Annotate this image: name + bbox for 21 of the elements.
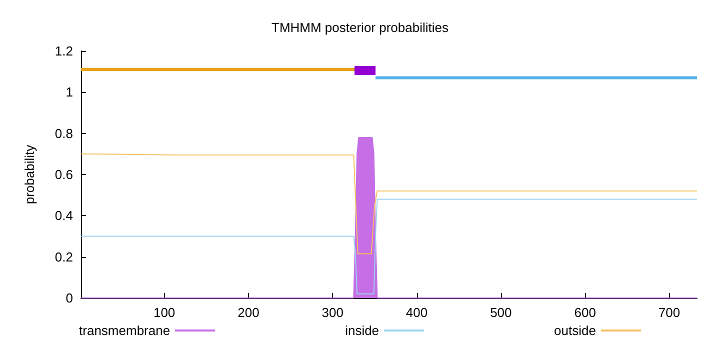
y-tick-label: 0.4 xyxy=(54,208,73,224)
x-tick-label: 200 xyxy=(238,305,260,320)
legend-label: inside xyxy=(345,323,380,338)
y-tick-label: 0.2 xyxy=(54,249,73,264)
x-tick-label: 300 xyxy=(322,305,344,320)
legend-label: transmembrane xyxy=(79,323,170,338)
legend-label: outside xyxy=(554,323,596,338)
line-series xyxy=(80,198,698,294)
y-tick-label: 0 xyxy=(66,290,73,306)
x-tick-label: 600 xyxy=(574,305,596,320)
x-tick-label: 500 xyxy=(490,305,512,320)
y-axis-title: probability xyxy=(22,144,37,204)
y-tick-label: 1 xyxy=(66,84,73,100)
y-tick-label: 0.6 xyxy=(54,167,73,182)
x-tick-label: 700 xyxy=(658,305,680,320)
line-series xyxy=(80,153,698,254)
chart-title: TMHMM posterior probabilities xyxy=(272,20,449,35)
x-tick-label: 400 xyxy=(406,305,428,320)
y-tick-label: 0.8 xyxy=(54,126,73,141)
y-tick-label: 1.2 xyxy=(54,44,73,58)
x-tick-label: 100 xyxy=(153,305,176,320)
